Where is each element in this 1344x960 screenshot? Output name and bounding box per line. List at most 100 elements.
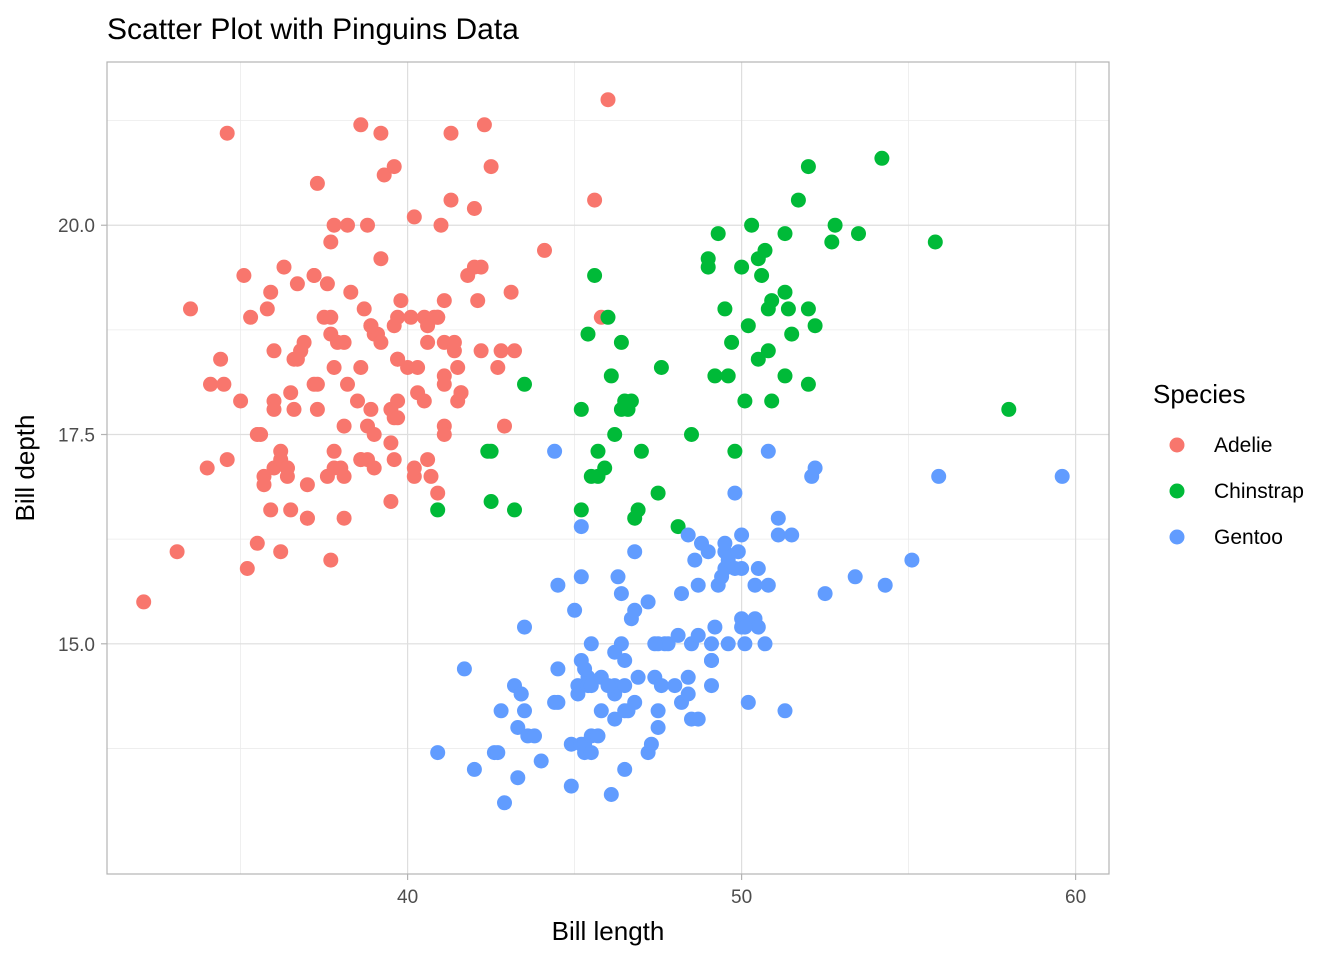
point-gentoo xyxy=(583,745,599,761)
point-gentoo xyxy=(647,636,663,652)
legend-key-chinstrap xyxy=(1169,483,1185,499)
point-adelie xyxy=(249,535,265,551)
point-adelie xyxy=(436,293,452,309)
point-chinstrap xyxy=(777,368,793,384)
point-adelie xyxy=(306,268,322,283)
point-gentoo xyxy=(770,510,786,526)
point-gentoo xyxy=(931,468,947,484)
point-adelie xyxy=(366,460,382,476)
point-gentoo xyxy=(734,561,750,576)
point-chinstrap xyxy=(507,502,522,518)
point-gentoo xyxy=(807,460,823,476)
point-gentoo xyxy=(690,711,706,727)
point-chinstrap xyxy=(630,502,646,518)
point-adelie xyxy=(393,293,409,309)
point-gentoo xyxy=(567,602,583,618)
point-gentoo xyxy=(577,661,593,677)
point-chinstrap xyxy=(580,326,596,342)
point-adelie xyxy=(266,343,282,359)
point-adelie xyxy=(390,393,406,409)
point-gentoo xyxy=(734,527,750,543)
point-chinstrap xyxy=(1001,401,1017,417)
point-adelie xyxy=(283,502,299,518)
point-adelie xyxy=(243,309,259,325)
point-gentoo xyxy=(650,720,666,735)
point-adelie xyxy=(490,360,506,375)
point-gentoo xyxy=(720,636,736,652)
point-gentoo xyxy=(704,678,719,694)
point-adelie xyxy=(350,393,365,409)
point-adelie xyxy=(239,561,255,576)
point-gentoo xyxy=(493,703,509,719)
point-chinstrap xyxy=(764,293,780,309)
point-gentoo xyxy=(573,519,589,535)
point-gentoo xyxy=(547,694,563,710)
point-adelie xyxy=(483,159,499,175)
minor-gridlines xyxy=(107,62,1109,874)
point-adelie xyxy=(273,544,289,560)
point-adelie xyxy=(507,343,522,359)
chart-title: Scatter Plot with Pinguins Data xyxy=(107,13,519,46)
point-adelie xyxy=(433,217,449,233)
point-chinstrap xyxy=(590,443,606,459)
point-adelie xyxy=(423,468,439,484)
point-adelie xyxy=(263,284,279,300)
point-gentoo xyxy=(777,703,793,719)
point-adelie xyxy=(587,192,603,208)
point-adelie xyxy=(336,334,352,350)
point-gentoo xyxy=(640,594,656,610)
legend: Species Adelie Chinstrap Gentoo xyxy=(1153,379,1304,549)
y-tick-label: 17.5 xyxy=(58,426,95,447)
point-gentoo xyxy=(630,669,646,685)
point-chinstrap xyxy=(623,393,639,409)
point-gentoo xyxy=(550,577,566,593)
point-chinstrap xyxy=(754,268,770,283)
point-gentoo xyxy=(730,544,746,560)
point-adelie xyxy=(446,334,462,350)
point-gentoo xyxy=(760,443,776,459)
point-gentoo xyxy=(667,678,683,694)
point-gentoo xyxy=(737,619,753,635)
point-adelie xyxy=(360,217,375,233)
point-chinstrap xyxy=(927,234,943,250)
legend-key-adelie xyxy=(1169,437,1185,453)
point-adelie xyxy=(406,209,422,225)
point-chinstrap xyxy=(807,318,823,334)
point-adelie xyxy=(450,360,466,375)
point-gentoo xyxy=(490,745,506,761)
point-adelie xyxy=(436,376,452,392)
point-gentoo xyxy=(817,586,833,602)
point-adelie xyxy=(420,318,436,334)
point-chinstrap xyxy=(603,368,619,384)
point-adelie xyxy=(497,418,512,434)
point-gentoo xyxy=(704,636,719,652)
legend-title: Species xyxy=(1153,379,1246,409)
point-gentoo xyxy=(707,619,723,635)
point-gentoo xyxy=(517,703,532,719)
point-adelie xyxy=(343,284,359,300)
point-adelie xyxy=(286,351,302,367)
point-adelie xyxy=(283,385,299,401)
point-adelie xyxy=(450,393,466,409)
point-chinstrap xyxy=(430,502,446,518)
point-adelie xyxy=(376,167,392,183)
point-adelie xyxy=(319,276,335,292)
point-gentoo xyxy=(613,586,629,602)
point-adelie xyxy=(309,401,325,417)
point-chinstrap xyxy=(727,443,743,459)
x-axis-title: Bill length xyxy=(552,916,665,946)
point-adelie xyxy=(473,343,489,359)
point-adelie xyxy=(299,510,315,526)
point-adelie xyxy=(470,293,486,309)
point-gentoo xyxy=(747,577,763,593)
point-gentoo xyxy=(670,627,686,643)
point-chinstrap xyxy=(707,368,723,384)
point-gentoo xyxy=(603,787,619,802)
point-gentoo xyxy=(643,736,659,752)
point-adelie xyxy=(323,552,339,568)
point-gentoo xyxy=(717,535,733,551)
point-gentoo xyxy=(570,686,586,702)
point-gentoo xyxy=(613,636,629,652)
point-gentoo xyxy=(617,703,633,719)
